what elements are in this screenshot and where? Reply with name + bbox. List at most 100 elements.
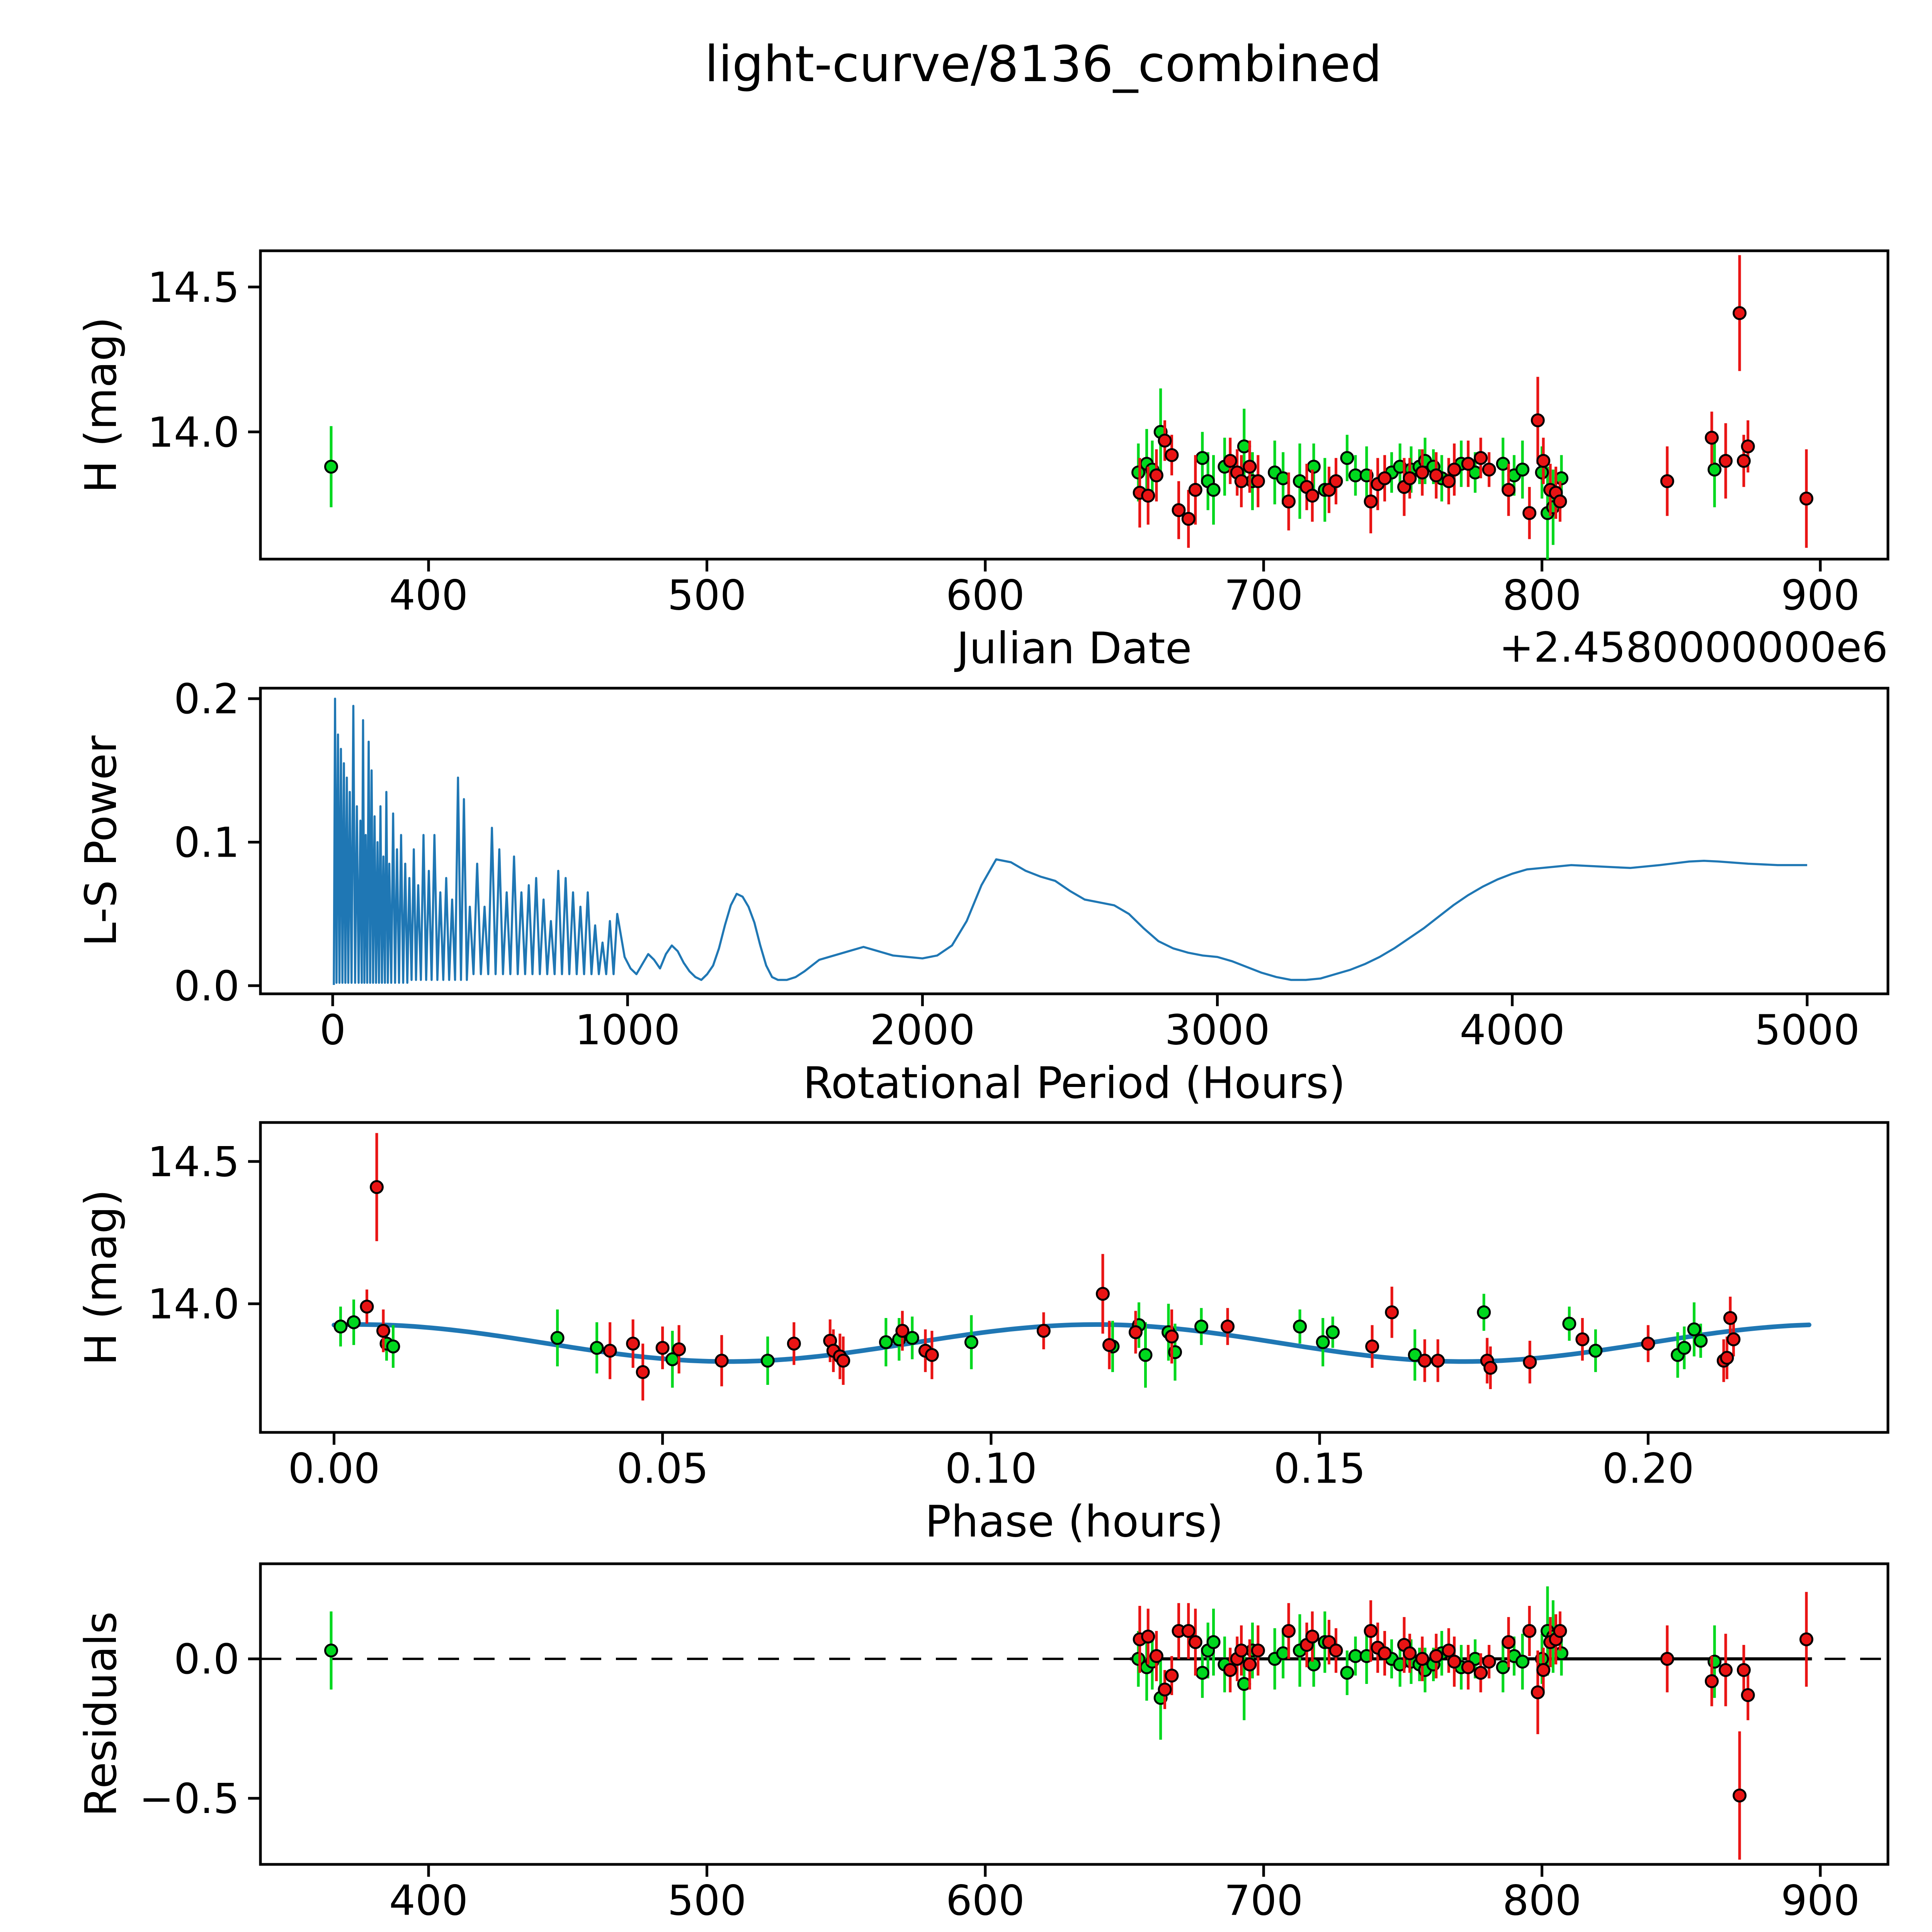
- data-point-red: [1364, 494, 1378, 509]
- data-point-green: [1306, 1657, 1321, 1672]
- data-point-red: [1158, 434, 1172, 448]
- panel-periodogram: 0 1000 2000 3000 4000 5000 0.0 0.1 0.2 Rotational…: [76, 675, 1889, 1108]
- x-tick-label: 400: [389, 571, 468, 619]
- panel-residuals: 400 500 600 700 800 900 −0.5 0.0 Julian Date +2.4…: [76, 1562, 1889, 1932]
- data-point-red: [1221, 1320, 1235, 1334]
- y-tick-label: 0.0: [174, 963, 240, 1010]
- data-point-green: [1554, 1646, 1569, 1660]
- data-point-red: [714, 1354, 729, 1368]
- data-point-green: [964, 1335, 978, 1349]
- data-point-red: [1799, 492, 1813, 506]
- data-point-red: [1483, 1361, 1498, 1375]
- data-point-red: [1705, 430, 1719, 445]
- panel-phase: 0.00 0.05 0.10 0.15 0.20 14.0 14.5 Phase (hours…: [76, 1121, 1889, 1547]
- series-observations-red: [1133, 255, 1813, 548]
- data-point-red: [1181, 512, 1196, 526]
- data-point-green: [1554, 471, 1569, 485]
- data-point-red: [1158, 1682, 1172, 1697]
- x-tick-label: 400: [389, 1877, 468, 1925]
- x-tick-label: 0.20: [1602, 1445, 1694, 1493]
- data-point-red: [1726, 1332, 1741, 1347]
- data-point-red: [655, 1341, 670, 1355]
- data-point-green: [1131, 465, 1146, 480]
- data-point-green: [1237, 439, 1251, 454]
- data-point-red: [1305, 488, 1320, 503]
- data-point-red: [1575, 1332, 1590, 1347]
- y-tick-label: 14.5: [148, 264, 240, 312]
- data-point-green: [1194, 1320, 1209, 1334]
- data-point-red: [1243, 459, 1257, 474]
- y-tick-label: 0.1: [174, 819, 240, 867]
- data-point-green: [879, 1335, 893, 1349]
- data-point-green: [1687, 1322, 1701, 1337]
- x-tick-label: 700: [1224, 1877, 1303, 1925]
- data-point-green: [1195, 1666, 1209, 1680]
- y-axis-label: L-S Power: [76, 735, 126, 946]
- data-point-green: [324, 459, 338, 474]
- data-point-green: [590, 1341, 604, 1355]
- data-point-green: [1276, 1646, 1290, 1660]
- data-point-red: [787, 1337, 801, 1351]
- data-point-red: [1165, 448, 1179, 462]
- y-axis-label: Residuals: [76, 1611, 126, 1816]
- data-point-red: [1733, 306, 1747, 320]
- data-point-red: [1385, 1305, 1399, 1320]
- data-point-green: [1515, 1655, 1530, 1669]
- data-point-green: [1340, 451, 1354, 465]
- data-point-red: [1502, 483, 1516, 497]
- data-point-green: [1677, 1341, 1691, 1355]
- x-tick-label: 600: [946, 571, 1025, 619]
- x-tick-label: 500: [667, 571, 746, 619]
- data-point-red: [836, 1354, 850, 1368]
- data-point-red: [1141, 1629, 1155, 1644]
- data-point-red: [1378, 471, 1392, 485]
- data-point-green: [386, 1339, 400, 1354]
- x-tick-label: 800: [1502, 1877, 1581, 1925]
- periodogram-curve: [333, 697, 1807, 985]
- data-point-red: [1531, 413, 1545, 427]
- data-point-red: [1461, 1660, 1475, 1674]
- data-point-red: [1733, 1788, 1747, 1803]
- data-point-red: [1482, 1655, 1496, 1669]
- data-point-green: [1496, 457, 1510, 471]
- data-point-green: [1195, 451, 1209, 465]
- data-point-red: [1149, 1649, 1163, 1663]
- data-point-red: [1431, 1354, 1445, 1368]
- x-tick-label: 900: [1781, 1877, 1860, 1925]
- x-tick-label: 700: [1224, 571, 1303, 619]
- data-point-red: [1188, 1635, 1202, 1649]
- data-point-green: [1237, 1677, 1251, 1691]
- data-point-green: [1562, 1316, 1577, 1331]
- x-axis-label: Julian Date: [954, 623, 1192, 673]
- data-point-red: [1660, 1652, 1674, 1666]
- data-point-green: [1708, 463, 1722, 477]
- data-point-red: [1536, 1663, 1551, 1677]
- data-point-green: [550, 1331, 565, 1345]
- series-phased-red: [360, 1133, 1741, 1401]
- data-point-red: [1165, 1329, 1179, 1344]
- data-point-red: [1641, 1337, 1655, 1351]
- data-point-green: [1477, 1305, 1491, 1320]
- axes-frame: [259, 1562, 1889, 1866]
- x-tick-label: 0: [320, 1006, 346, 1054]
- data-point-green: [1496, 1660, 1510, 1674]
- x-tick-label: 1000: [575, 1006, 680, 1054]
- data-point-red: [1447, 463, 1461, 477]
- x-tick-label: 4000: [1460, 1006, 1565, 1054]
- data-point-red: [1736, 1663, 1751, 1677]
- data-point-green: [1206, 1635, 1221, 1649]
- data-point-green: [1138, 1348, 1153, 1362]
- data-point-red: [1234, 474, 1248, 488]
- data-point-red: [1234, 1643, 1248, 1658]
- y-axis-label: H (mag): [76, 317, 126, 493]
- axes-frame: [259, 1121, 1889, 1434]
- data-point-red: [1482, 463, 1496, 477]
- data-point-green: [347, 1315, 361, 1329]
- data-point-red: [1723, 1311, 1737, 1325]
- data-point-red: [1461, 457, 1475, 471]
- data-point-red: [1660, 474, 1674, 488]
- data-point-red: [1102, 1338, 1116, 1352]
- data-point-red: [1522, 506, 1537, 520]
- y-tick-label: 0.0: [174, 1636, 240, 1684]
